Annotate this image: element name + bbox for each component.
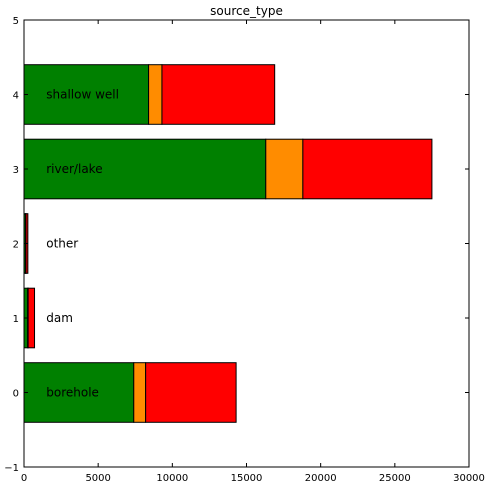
category-label: shallow well: [46, 88, 119, 102]
bar-dam-segment-2: [27, 287, 36, 349]
y-tick-label: 3: [13, 165, 19, 176]
category-label: dam: [46, 311, 73, 325]
x-tick-label: 20000: [305, 473, 337, 484]
chart-title: source_type: [210, 4, 283, 18]
y-axis: −1 0 1 2 3 4 5: [4, 16, 469, 474]
bar-borehole-segment-1: [133, 362, 147, 423]
bars-group: [23, 64, 433, 423]
y-tick-label: 0: [13, 389, 19, 400]
x-tick-label: 15000: [231, 473, 263, 484]
x-tick-label: 10000: [156, 473, 188, 484]
bar-river-lake-segment-0: [23, 138, 267, 200]
y-tick-label: −1: [4, 463, 19, 474]
x-tick-label: 30000: [453, 473, 485, 484]
category-label: other: [46, 237, 78, 251]
bar-shallow-well-segment-1: [148, 64, 163, 125]
bar-river-lake-segment-1: [265, 138, 304, 200]
y-tick-label: 5: [13, 16, 19, 27]
y-tick-label: 4: [13, 91, 19, 102]
y-tick-label: 1: [13, 314, 19, 325]
x-axis: 0 5000 10000 15000 20000 25000 30000: [21, 20, 485, 484]
x-tick-label: 0: [21, 473, 27, 484]
category-label: borehole: [46, 386, 99, 400]
bar-borehole-segment-2: [145, 362, 237, 423]
category-labels: borehole dam other river/lake shallow well: [46, 88, 119, 400]
bar-river-lake-segment-2: [302, 138, 433, 200]
bar-borehole-segment-0: [23, 362, 135, 423]
bar-shallow-well-segment-2: [161, 64, 276, 125]
x-tick-label: 5000: [85, 473, 110, 484]
y-tick-label: 2: [13, 240, 19, 251]
x-tick-label: 25000: [379, 473, 411, 484]
category-label: river/lake: [46, 162, 102, 176]
